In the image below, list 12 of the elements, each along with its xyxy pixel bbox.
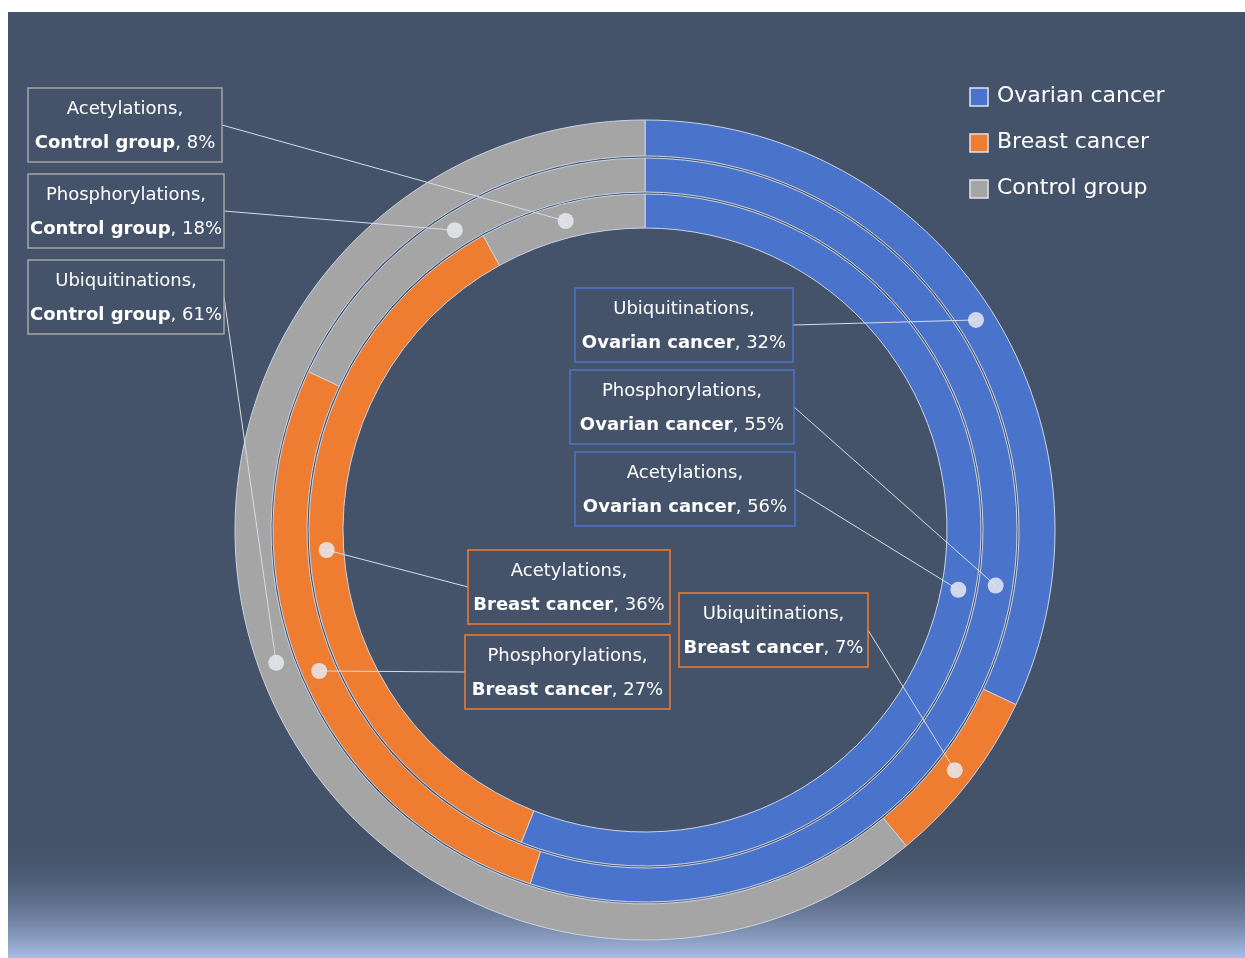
data-label: Acetylations, Ovarian cancer, 56% [582, 461, 788, 516]
data-label: Ubiquitinations, Ovarian cancer, 32% [581, 297, 787, 352]
legend-label: Ovarian cancer [997, 82, 1166, 107]
data-label: Phosphorylations, Control group, 18% [30, 183, 222, 238]
data-label: Ubiquitinations, Breast cancer, 7% [683, 602, 864, 657]
data-label: Ubiquitinations, Control group, 61% [30, 269, 222, 324]
legend-label: Control group [997, 174, 1148, 199]
data-label: Acetylations, Control group, 8% [34, 97, 216, 152]
data-label: Phosphorylations, Ovarian cancer, 55% [579, 379, 785, 434]
data-label: Phosphorylations, Breast cancer, 27% [471, 644, 664, 699]
legend-label: Breast cancer [997, 128, 1150, 153]
data-label: Acetylations, Breast cancer, 36% [473, 559, 665, 614]
